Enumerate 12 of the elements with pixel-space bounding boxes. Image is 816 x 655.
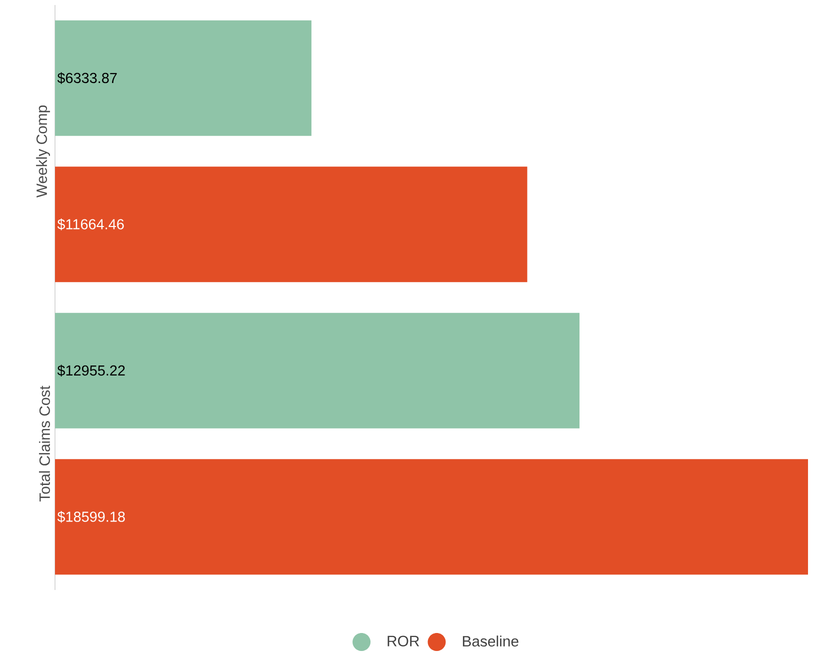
bar bbox=[55, 20, 312, 136]
data-label: $6333.87 bbox=[57, 72, 117, 84]
bar bbox=[55, 459, 808, 575]
y-tick-label: Total Claims Cost bbox=[39, 386, 50, 502]
data-label: $18599.18 bbox=[57, 511, 125, 523]
data-label: $12955.22 bbox=[57, 364, 125, 376]
bar bbox=[55, 166, 528, 282]
legend-label: Baseline bbox=[462, 636, 518, 647]
y-tick-label: Weekly Comp bbox=[36, 106, 50, 198]
data-label: $11664.46 bbox=[57, 218, 124, 230]
legend-label: ROR bbox=[388, 636, 420, 646]
bar bbox=[55, 312, 580, 428]
